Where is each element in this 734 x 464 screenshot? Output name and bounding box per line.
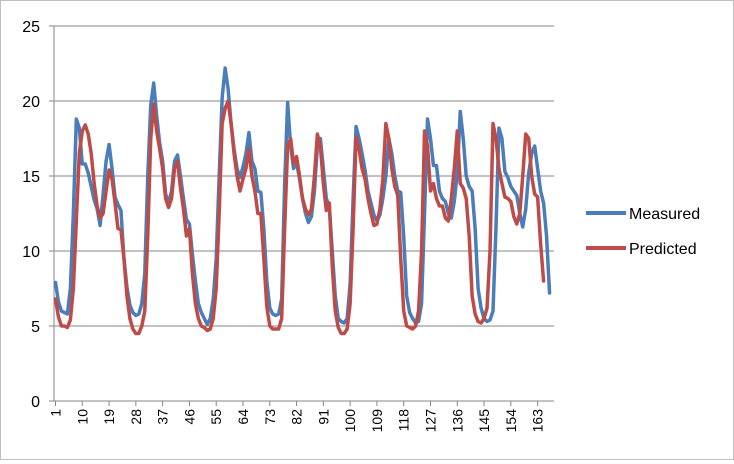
series-layer: [53, 66, 552, 336]
x-tick-label: 46: [181, 409, 197, 425]
y-tick-label: 0: [31, 394, 40, 411]
x-tick-label: 28: [128, 409, 144, 425]
y-tick-label: 5: [31, 319, 40, 336]
x-tick-label: 163: [530, 409, 546, 433]
x-tick-label: 109: [369, 409, 385, 433]
series-line-predicted: [53, 99, 546, 336]
x-tick-label: 55: [208, 409, 224, 425]
legend-label-measured: Measured: [629, 206, 700, 223]
x-tick-label: 10: [74, 409, 90, 425]
y-tick-label: 20: [22, 94, 40, 111]
axes: 0 5 10 15 20 25 1 10 19 28 37 46 55 64 73 82 91 100 109 118…: [22, 19, 554, 432]
x-tick-label: 136: [449, 409, 465, 433]
x-tick-label: 100: [342, 409, 358, 433]
x-tick-label: 154: [503, 409, 519, 433]
x-tick-label: 82: [289, 409, 305, 425]
x-tick-label: 118: [396, 409, 412, 432]
legend: Measured Predicted: [586, 206, 700, 258]
x-tick-label: 1: [47, 409, 63, 417]
x-tick-label: 91: [315, 409, 331, 425]
legend-label-predicted: Predicted: [629, 241, 697, 258]
x-tick-label: 64: [235, 409, 251, 425]
y-tick-label: 15: [22, 169, 40, 186]
x-tick-label: 73: [262, 409, 278, 425]
x-tick-label: 19: [101, 409, 117, 425]
x-tick-label: 37: [155, 409, 171, 425]
x-tick-label: 127: [422, 409, 438, 433]
x-tick-label: 145: [476, 409, 492, 433]
y-tick-label: 25: [22, 19, 40, 36]
y-tick-label: 10: [22, 244, 40, 261]
